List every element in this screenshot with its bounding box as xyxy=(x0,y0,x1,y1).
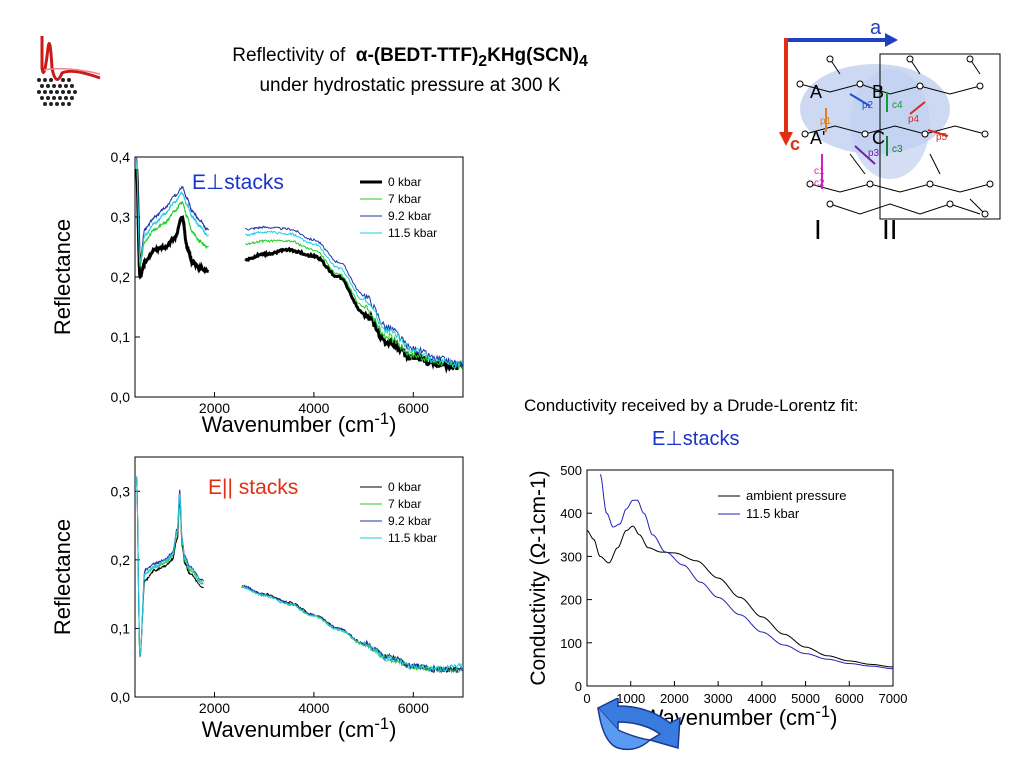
series-line-9-2-kbar xyxy=(136,157,463,368)
plot-frame xyxy=(134,456,464,698)
conductivity-caption: Conductivity received by a Drude-Lorentz… xyxy=(524,396,859,415)
legend-label: 11.5 kbar xyxy=(388,531,437,545)
y-tick-label: 0,1 xyxy=(111,620,131,636)
x-tick-label: 4000 xyxy=(298,400,329,416)
y-tick-label: 0,0 xyxy=(111,689,131,705)
y-tick-label: 100 xyxy=(560,636,582,651)
axis-label-a: a xyxy=(870,17,882,39)
site-label-c: C xyxy=(872,128,885,148)
polarization-annotation: E⊥stacks xyxy=(192,171,284,194)
polarization-annotation: E|| stacks xyxy=(208,476,298,499)
bond-label-c3: c3 xyxy=(892,144,903,155)
site-label-a-prime: A' xyxy=(810,128,825,148)
crystal-structure-diagram: a c A B A' C p2 c4 p4 p1 c3 p3 c1 c2 p5 … xyxy=(770,14,1010,249)
x-tick-label: 6000 xyxy=(398,400,429,416)
x-tick-label: 7000 xyxy=(879,691,908,706)
bond-label-p1: p1 xyxy=(820,116,832,127)
legend-label: ambient pressure xyxy=(746,488,846,503)
legend-label: 0 kbar xyxy=(388,480,421,494)
y-tick-label: 200 xyxy=(560,593,582,608)
x-tick-label: 6000 xyxy=(835,691,864,706)
x-tick-label: 2000 xyxy=(660,691,689,706)
conductivity-subcaption: E⊥stacks xyxy=(652,428,739,450)
series-line-11-5-kbar xyxy=(599,474,893,670)
bond-label-c4: c4 xyxy=(892,100,903,111)
bond-label-p3: p3 xyxy=(868,148,880,159)
title-compound: α-(BEDT-TTF)2KHg(SCN)4 xyxy=(355,45,588,70)
bond-label-p4: p4 xyxy=(908,114,920,125)
site-label-b: B xyxy=(872,82,884,102)
series-line-11-5-kbar xyxy=(136,476,463,673)
x-tick-label: 0 xyxy=(583,691,590,706)
legend-label: 11.5 kbar xyxy=(388,226,437,240)
legend-label: 9.2 kbar xyxy=(388,209,431,223)
molecule-network xyxy=(799,53,1001,220)
circular-arrow-icon xyxy=(588,696,688,763)
bond-label-c1: c1 xyxy=(814,166,825,177)
series-line-ambient-pressure xyxy=(587,525,893,668)
y-tick-label: 0 xyxy=(575,679,582,694)
y-tick-label: 0,1 xyxy=(111,329,131,345)
axis-label-c: c xyxy=(790,134,800,154)
y-tick-label: 400 xyxy=(560,506,582,521)
bond-label-p5: p5 xyxy=(936,132,948,143)
title-prefix: Reflectivity of xyxy=(232,45,346,66)
x-tick-label: 3000 xyxy=(704,691,733,706)
legend-label: 11.5 kbar xyxy=(746,506,800,521)
legend-label: 7 kbar xyxy=(388,497,421,511)
plot-frame xyxy=(586,469,894,687)
slide-title: Reflectivity of α-(BEDT-TTF)2KHg(SCN)4 u… xyxy=(140,44,680,98)
x-axis-label: Wavenumber (cm-1) xyxy=(202,410,397,437)
legend-label: 9.2 kbar xyxy=(388,514,431,528)
legend-label: 7 kbar xyxy=(388,192,421,206)
y-axis-label: Reflectance xyxy=(50,219,75,335)
y-tick-label: 500 xyxy=(560,463,582,478)
y-tick-label: 0,0 xyxy=(111,389,131,405)
y-tick-label: 0,3 xyxy=(111,209,131,225)
legend-label: 0 kbar xyxy=(388,175,421,189)
institute-logo xyxy=(22,28,102,115)
y-tick-label: 0,3 xyxy=(111,483,131,499)
y-tick-label: 0,2 xyxy=(111,552,131,568)
y-tick-label: 300 xyxy=(560,549,582,564)
logo-waveform xyxy=(40,36,101,81)
logo-dot-grid xyxy=(37,78,77,106)
x-tick-label: 2000 xyxy=(199,700,230,716)
y-tick-label: 0,4 xyxy=(111,149,131,165)
series-line-11-5-kbar xyxy=(136,162,463,369)
column-label-i: I xyxy=(814,214,822,244)
bond-label-p2: p2 xyxy=(862,100,874,111)
bond-label-c2: c2 xyxy=(814,178,825,189)
y-axis-label: Conductivity (Ω-1cm-1) xyxy=(527,470,550,685)
column-label-ii: II xyxy=(882,214,898,244)
series-line-7-kbar xyxy=(136,163,463,370)
y-axis-label: Reflectance xyxy=(50,519,75,635)
site-label-a: A xyxy=(810,82,822,102)
x-tick-label: 4000 xyxy=(298,700,329,716)
x-tick-label: 1000 xyxy=(616,691,645,706)
x-axis-label: Wavenumber (cm-1) xyxy=(202,715,397,742)
x-tick-label: 2000 xyxy=(199,400,230,416)
x-tick-label: 4000 xyxy=(747,691,776,706)
x-tick-label: 6000 xyxy=(398,700,429,716)
y-tick-label: 0,2 xyxy=(111,269,131,285)
title-line-2: under hydrostatic pressure at 300 K xyxy=(259,74,561,96)
x-tick-label: 5000 xyxy=(791,691,820,706)
